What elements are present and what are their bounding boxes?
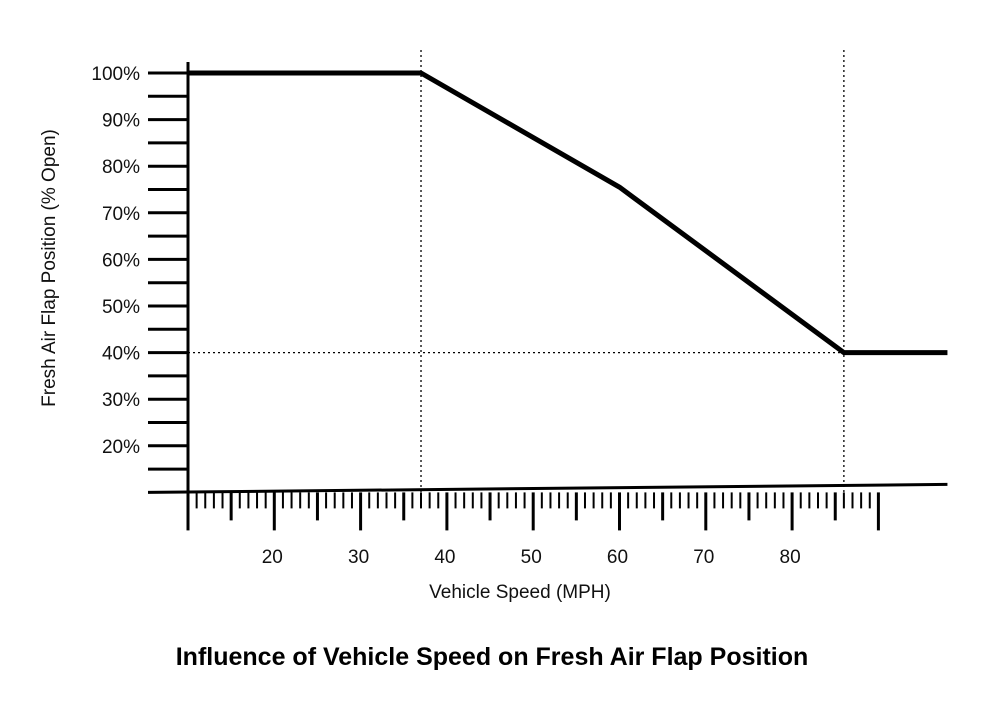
y-tick-label: 40% [102,344,140,365]
x-tick-label: 40 [434,547,455,568]
x-tick-label: 60 [607,547,628,568]
y-tick-label: 100% [91,64,140,85]
y-tick-label: 60% [102,250,140,271]
chart-title: Influence of Vehicle Speed on Fresh Air … [176,643,809,671]
ticks [148,71,880,531]
x-tick-label: 80 [780,547,801,568]
y-tick-label: 90% [102,111,140,132]
axes [147,62,948,528]
y-tick-label: 20% [102,437,140,458]
y-tick-label: 50% [102,297,140,318]
x-tick-label: 50 [521,547,542,568]
series-line [188,70,948,356]
y-tick-label: 80% [102,157,140,178]
reference-lines [188,50,845,493]
y-axis-title: Fresh Air Flap Position (% Open) [39,129,60,407]
x-tick-label: 20 [262,547,283,568]
series [188,70,948,356]
y-tick-label: 70% [102,204,140,225]
x-axis-line [147,482,948,494]
x-tick-label: 70 [693,547,714,568]
y-tick-label: 30% [102,390,140,411]
tick-labels: 100% 90% 80% 70% 60% 50% 40% 30% 20% 20 30 40 50 60 70… [91,64,800,568]
x-axis-title: Vehicle Speed (MPH) [429,582,611,603]
x-tick-label: 30 [348,547,369,568]
